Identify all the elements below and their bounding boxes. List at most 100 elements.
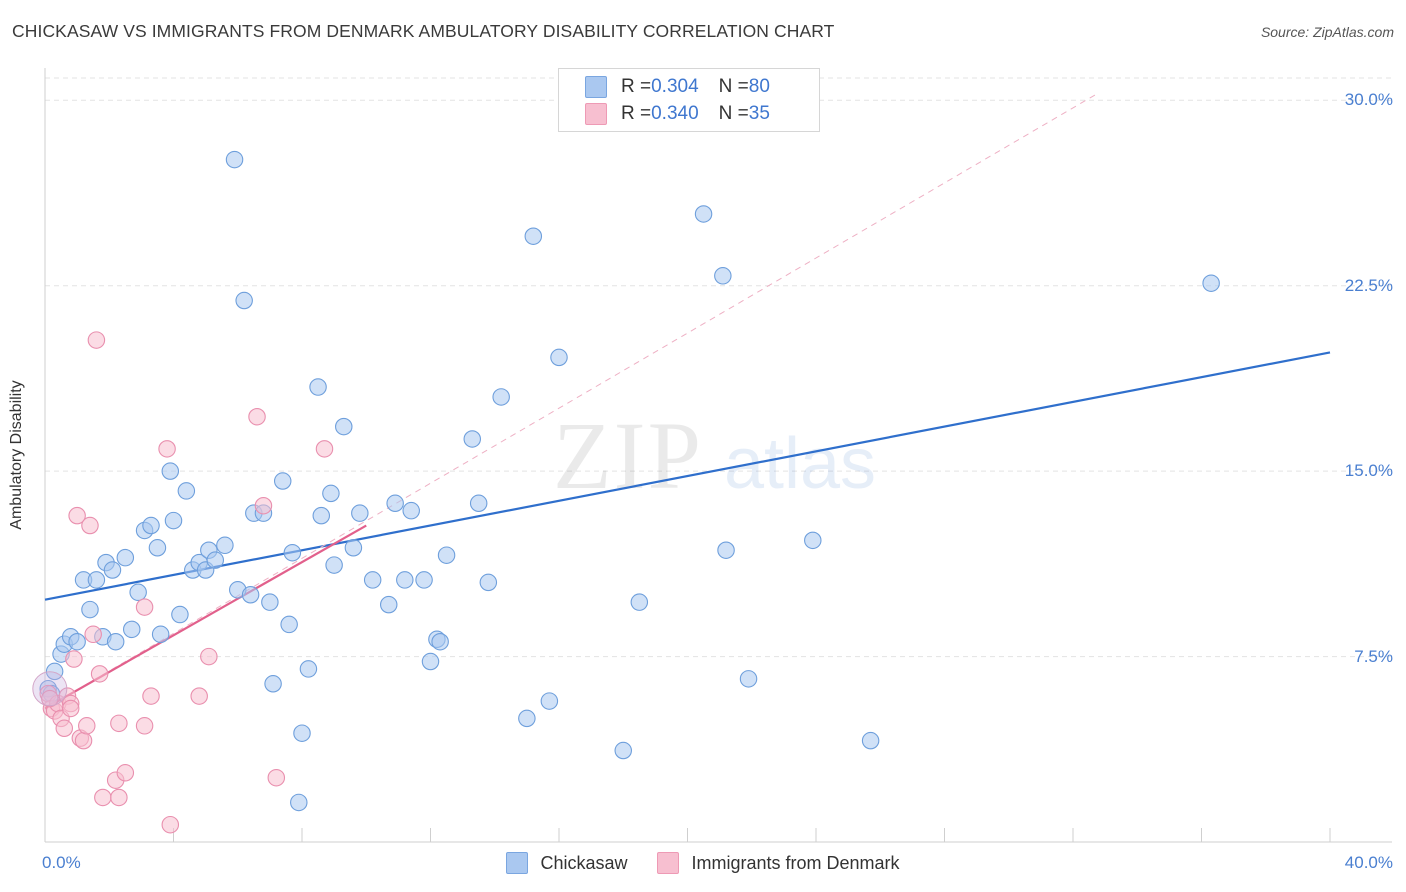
watermark: ZIP atlas (553, 402, 876, 509)
point-chickasaw (492, 388, 510, 406)
point-denmark (61, 699, 80, 718)
point-denmark (135, 717, 154, 735)
chart-title: CHICKASAW VS IMMIGRANTS FROM DENMARK AMB… (12, 21, 835, 41)
point-chickasaw (463, 430, 482, 448)
legend-swatch-denmark (585, 103, 607, 125)
legend-r-value: 0.340 (651, 103, 699, 124)
point-denmark (161, 815, 180, 834)
point-chickasaw (386, 494, 404, 513)
legend-swatch-denmark (657, 852, 680, 874)
point-chickasaw (81, 600, 99, 619)
point-chickasaw (129, 583, 147, 602)
point-chickasaw (299, 660, 318, 678)
point-chickasaw (264, 675, 282, 693)
point-chickasaw (142, 516, 160, 535)
legend-item-chickasaw[interactable]: Chickasaw (506, 852, 627, 874)
point-chickasaw (479, 573, 498, 592)
legend-swatch-chickasaw (585, 76, 607, 98)
grid-lines (45, 77, 1392, 658)
point-chickasaw (335, 417, 353, 436)
point-denmark (78, 717, 96, 735)
point-denmark (158, 440, 176, 458)
point-denmark (190, 687, 208, 705)
trend-line-chickasaw (44, 351, 1331, 601)
legend-n-label: N = (718, 103, 749, 124)
point-chickasaw (694, 205, 713, 223)
legend-item-denmark[interactable]: Immigrants from Denmark (657, 852, 900, 874)
point-denmark (65, 650, 83, 668)
legend-swatch-chickasaw (506, 852, 529, 874)
legend-row-denmark: R = 0.340 N = 35 (585, 102, 770, 126)
point-denmark (55, 719, 74, 738)
point-denmark (110, 714, 128, 733)
point-chickasaw (148, 539, 167, 557)
point-chickasaw (309, 378, 327, 396)
point-chickasaw (171, 605, 189, 624)
point-chickasaw (739, 670, 758, 688)
stats-legend: R = 0.304 N = 80 R = 0.340 N = 35 (558, 68, 820, 132)
point-denmark (90, 665, 109, 683)
point-denmark (267, 768, 286, 787)
point-chickasaw (290, 793, 308, 812)
point-chickasaw (421, 652, 440, 671)
legend-label-denmark: Immigrants from Denmark (691, 852, 900, 873)
axes (44, 68, 1392, 843)
point-chickasaw (45, 662, 64, 681)
point-chickasaw (351, 504, 369, 522)
y-tick-label: 30.0% (1344, 90, 1393, 110)
point-chickasaw (225, 150, 244, 169)
point-chickasaw (103, 561, 122, 579)
point-chickasaw (469, 494, 488, 513)
legend-n-value: 80 (748, 76, 770, 97)
point-chickasaw (161, 462, 180, 480)
point-chickasaw (241, 586, 260, 604)
point-chickasaw (312, 506, 331, 525)
point-chickasaw (344, 539, 363, 557)
point-denmark (248, 407, 266, 426)
y-tick-label: 7.5% (1354, 646, 1393, 666)
point-chickasaw (164, 511, 183, 530)
point-chickasaw (216, 536, 234, 555)
point-chickasaw (283, 543, 302, 562)
point-denmark (68, 506, 86, 525)
y-tick-label: 22.5% (1344, 275, 1393, 295)
point-chickasaw (293, 724, 311, 742)
point-chickasaw (717, 541, 735, 559)
point-cluster (32, 671, 68, 707)
point-chickasaw (524, 227, 543, 245)
point-chickasaw (322, 484, 340, 503)
legend-n-label: N = (718, 76, 749, 97)
legend-row-chickasaw: R = 0.304 N = 80 (585, 75, 770, 99)
point-denmark (84, 625, 102, 644)
point-denmark (87, 331, 106, 349)
point-chickasaw (630, 593, 649, 611)
watermark-zip: ZIP (553, 402, 703, 509)
point-denmark (81, 516, 99, 535)
point-chickasaw (235, 291, 253, 310)
point-chickasaw (714, 267, 732, 285)
point-chickasaw (273, 472, 292, 490)
point-denmark (116, 764, 135, 782)
point-denmark (41, 689, 59, 708)
point-chickasaw (861, 731, 880, 750)
point-chickasaw (325, 556, 343, 574)
legend-r-label: R = (621, 103, 652, 124)
legend-n-value: 35 (748, 103, 770, 124)
point-chickasaw (396, 571, 414, 589)
point-chickasaw (518, 709, 536, 728)
point-chickasaw (437, 546, 456, 564)
point-denmark (74, 731, 93, 750)
point-chickasaw (431, 632, 449, 651)
point-chickasaw (1202, 274, 1220, 292)
point-chickasaw (402, 501, 420, 520)
point-denmark (135, 598, 154, 616)
point-chickasaw (177, 482, 196, 500)
point-chickasaw (379, 595, 398, 614)
point-chickasaw (116, 548, 135, 567)
legend-label-chickasaw: Chickasaw (540, 852, 628, 873)
source-label: Source: ZipAtlas.com (1260, 24, 1394, 40)
x-tick-label: 0.0% (42, 853, 81, 872)
point-chickasaw (614, 741, 632, 760)
point-denmark (200, 647, 218, 666)
point-chickasaw (550, 348, 568, 367)
